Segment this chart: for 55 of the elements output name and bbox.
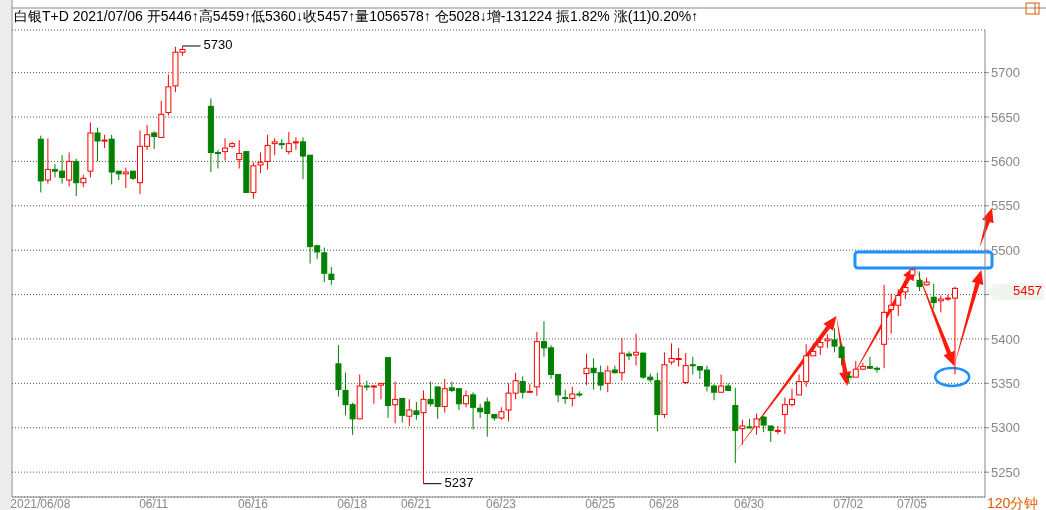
x-tick-label: 06/30 [734,496,765,510]
candlestick [718,373,725,393]
x-tick-label: 06/16 [237,496,269,510]
candlestick [66,152,73,187]
candlestick [569,386,576,407]
annotation: 5237 [444,475,474,491]
candlestick [633,333,640,367]
candlestick [236,139,243,169]
candlestick [399,397,406,423]
y-tick-label: 5650 [991,109,1020,125]
candlestick [406,398,413,427]
candlestick [222,137,229,162]
y-tick-label: 5600 [991,154,1020,170]
candlestick [817,335,824,356]
text: 5457 [1013,283,1042,299]
annotation: 5730 [203,37,233,53]
x-tick-label: 07/05 [896,496,928,510]
candlestick [916,270,923,292]
candlestick [158,100,165,138]
x-tick-label: 06/23 [485,496,517,510]
candlestick [44,137,51,185]
y-tick-label: 5350 [991,375,1020,391]
x-tick-label: 06/28 [648,496,680,510]
candlestick [94,127,101,162]
candlestick [441,378,448,414]
candlestick [519,375,526,399]
x-tick-label: 06/18 [337,496,368,510]
candlestick [753,413,760,436]
candlestick [739,419,746,446]
candlestick [618,337,625,382]
candlestick [604,365,611,393]
candlestick [392,381,399,424]
y-tick-label: 5250 [991,464,1020,480]
candlestick [930,283,937,310]
y-tick-label: 5550 [991,198,1020,214]
x-tick-label: 07/02 [833,496,864,510]
y-tick-label: 5300 [991,420,1020,436]
x-tick-label: 2021/06/08 [10,496,71,510]
candlestick [420,389,427,485]
x-tick-label: 06/25 [585,496,616,510]
candlestick [470,391,477,431]
candlestick [73,158,80,197]
x-tick-label: 06/21 [400,496,432,510]
candlestick [583,353,590,386]
x-tick-label: 06/11 [139,496,169,510]
y-tick-label: 5700 [991,65,1020,81]
candlestick [122,167,129,189]
chart-title: 白银T+D 2021/07/06 开5446↑高5459↑低5360↓收5457↑量1056578↑ 仓5028↓增-131224 振1.82% 涨(11)0.20%↑ [14,7,699,24]
candlestick [463,389,469,408]
candlestick [264,134,271,170]
text: 120分钟 [987,495,1039,510]
y-tick-label: 5400 [991,331,1020,347]
candlestick [626,350,632,361]
candlestick [682,352,689,385]
y-tick-label: 5500 [991,242,1020,258]
